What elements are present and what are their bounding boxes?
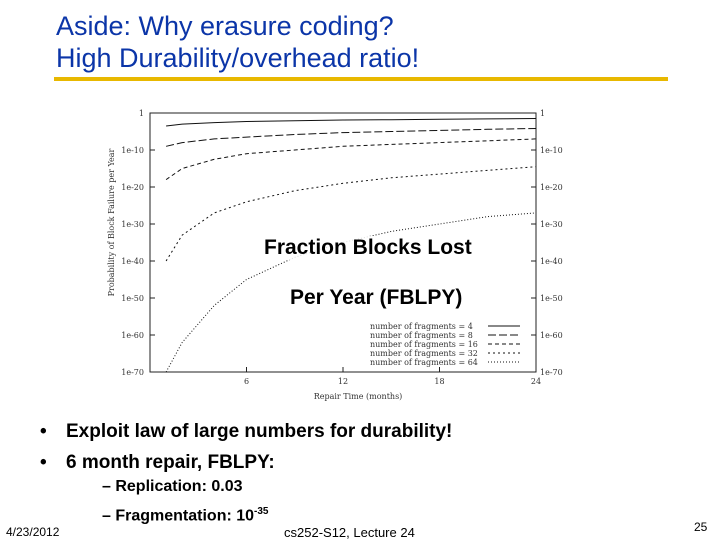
y-tick-label: 1e-40 — [121, 257, 144, 266]
y-tick-label: 1e-70 — [540, 368, 563, 377]
y-tick-label: 1 — [540, 109, 545, 118]
series-line — [166, 118, 537, 127]
x-tick-label: 18 — [434, 377, 444, 386]
legend-entry: number of fragments = 32 — [370, 349, 478, 358]
x-axis-label: Repair Time (months) — [314, 392, 403, 401]
y-tick-label: 1e-50 — [540, 294, 563, 303]
y-tick-label: 1e-20 — [121, 183, 144, 192]
title-line-2: High Durability/overhead ratio! — [56, 43, 420, 73]
bullet-item: • Exploit law of large numbers for durabi… — [40, 416, 452, 447]
bullet-marker: • — [40, 421, 47, 442]
sub-bullet-fragmentation: – Fragmentation: 10-35 — [102, 506, 268, 525]
footer-course: cs252-S12, Lecture 24 — [284, 525, 415, 540]
y-tick-label: 1e-60 — [121, 331, 144, 340]
y-tick-label: 1e-20 — [540, 183, 563, 192]
x-tick-label: 24 — [531, 377, 541, 386]
bullet-item: • 6 month repair, FBLPY: — [40, 447, 452, 478]
sub-bullet-replication: – Replication: 0.03 — [102, 478, 243, 495]
y-tick-label: 1e-10 — [121, 146, 144, 155]
y-tick-label: 1e-10 — [540, 146, 563, 155]
legend-entry: number of fragments = 8 — [370, 331, 473, 340]
x-tick-label: 6 — [244, 377, 249, 386]
footer-date: 4/23/2012 — [6, 525, 60, 539]
y-axis-label: Probability of Block Failure per Year — [107, 148, 116, 296]
x-tick-label: 12 — [338, 377, 348, 386]
series-line — [165, 128, 537, 147]
bullet-list: • Exploit law of large numbers for durabi… — [40, 416, 452, 478]
y-tick-label: 1 — [139, 109, 144, 118]
chart-overlay-label-1: Fraction Blocks Lost — [262, 236, 474, 260]
bullet-text: 6 month repair, FBLPY: — [66, 452, 275, 473]
y-tick-label: 1e-30 — [121, 220, 144, 229]
exponent: -35 — [254, 506, 269, 517]
y-tick-label: 1e-60 — [540, 331, 563, 340]
series-line — [165, 166, 537, 262]
legend-entry: number of fragments = 16 — [370, 340, 478, 349]
slide-title: Aside: Why erasure coding? High Durabili… — [56, 10, 419, 74]
legend-entry: number of fragments = 64 — [370, 358, 478, 367]
y-tick-label: 1e-50 — [121, 294, 144, 303]
sub-bullet-text: – Fragmentation: 10 — [102, 507, 255, 525]
chart-overlay-label-2: Per Year (FBLPY) — [288, 286, 465, 310]
title-underline — [54, 77, 668, 81]
y-tick-label: 1e-30 — [540, 220, 563, 229]
bullet-marker: • — [40, 452, 47, 473]
durability-chart: 1 1 1e-10 1e-10 1e-20 1e-20 1e-30 1e-30 1e-40 1e-… — [107, 109, 563, 401]
bullet-text: Exploit law of large numbers for durabil… — [66, 421, 453, 442]
series-line — [165, 138, 537, 181]
title-line-1: Aside: Why erasure coding? — [56, 11, 394, 41]
legend-entry: number of fragments = 4 — [370, 322, 473, 331]
y-tick-label: 1e-40 — [540, 257, 563, 266]
y-tick-label: 1e-70 — [121, 368, 144, 377]
page-number: 25 — [694, 520, 708, 534]
